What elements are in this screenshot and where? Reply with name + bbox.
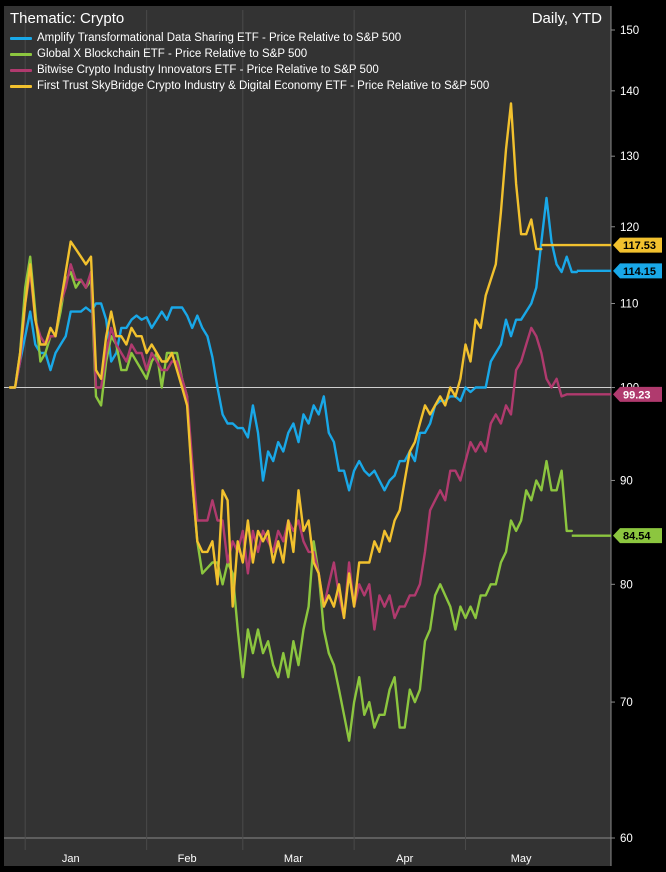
y-tick-label: 150 xyxy=(620,25,639,37)
last-value-tag-bg xyxy=(613,528,662,544)
legend-label-amplify: Amplify Transformational Data Sharing ET… xyxy=(37,32,402,44)
y-axis-strip xyxy=(611,6,662,866)
x-tick-label: Apr xyxy=(396,853,413,865)
legend-swatch-amplify xyxy=(10,36,32,40)
x-tick-label: May xyxy=(511,853,532,865)
last-value-label: 99.23 xyxy=(623,389,651,401)
legend-swatch-global-x xyxy=(10,52,32,56)
x-tick-label: Feb xyxy=(178,853,197,865)
y-tick-label: 130 xyxy=(620,151,639,163)
legend-item-bitwise: Bitwise Crypto Industry Innovators ETF -… xyxy=(10,62,489,78)
y-tick-label: 60 xyxy=(620,833,633,845)
y-tick-label: 120 xyxy=(620,222,639,234)
x-tick-label: Jan xyxy=(62,853,80,865)
last-value-tag: 99.23 xyxy=(613,386,662,402)
last-value-tag: 117.53 xyxy=(613,237,662,253)
legend: Amplify Transformational Data Sharing ET… xyxy=(10,30,489,94)
last-value-label: 117.53 xyxy=(623,240,656,252)
y-tick-label: 70 xyxy=(620,697,633,709)
legend-label-global-x: Global X Blockchain ETF - Price Relative… xyxy=(37,48,308,60)
legend-item-global-x: Global X Blockchain ETF - Price Relative… xyxy=(10,46,489,62)
y-tick-label: 140 xyxy=(620,86,639,98)
last-value-tag-bg xyxy=(613,263,662,279)
legend-swatch-first-trust xyxy=(10,84,32,88)
last-value-label: 114.15 xyxy=(623,266,656,278)
y-tick-label: 110 xyxy=(620,298,638,310)
last-value-tag: 84.54 xyxy=(613,528,662,544)
last-value-tag-bg xyxy=(613,237,662,253)
legend-item-amplify: Amplify Transformational Data Sharing ET… xyxy=(10,30,489,46)
series-line xyxy=(8,196,578,492)
legend-item-first-trust: First Trust SkyBridge Crypto Industry & … xyxy=(10,78,489,94)
last-value-tag: 114.15 xyxy=(613,263,662,279)
plot-background xyxy=(4,6,611,866)
legend-label-bitwise: Bitwise Crypto Industry Innovators ETF -… xyxy=(37,64,379,76)
series-line xyxy=(8,255,573,742)
y-tick-label: 90 xyxy=(620,475,633,487)
chart-title: Thematic: Crypto xyxy=(10,10,125,27)
last-value-label: 84.54 xyxy=(623,531,651,543)
chart-period: Daily, YTD xyxy=(531,10,602,27)
legend-label-first-trust: First Trust SkyBridge Crypto Industry & … xyxy=(37,80,490,92)
y-tick-label: 80 xyxy=(620,579,633,591)
legend-swatch-bitwise xyxy=(10,68,32,72)
series-line xyxy=(8,102,543,620)
last-value-tag-bg xyxy=(613,386,662,402)
x-tick-label: Mar xyxy=(284,853,303,865)
